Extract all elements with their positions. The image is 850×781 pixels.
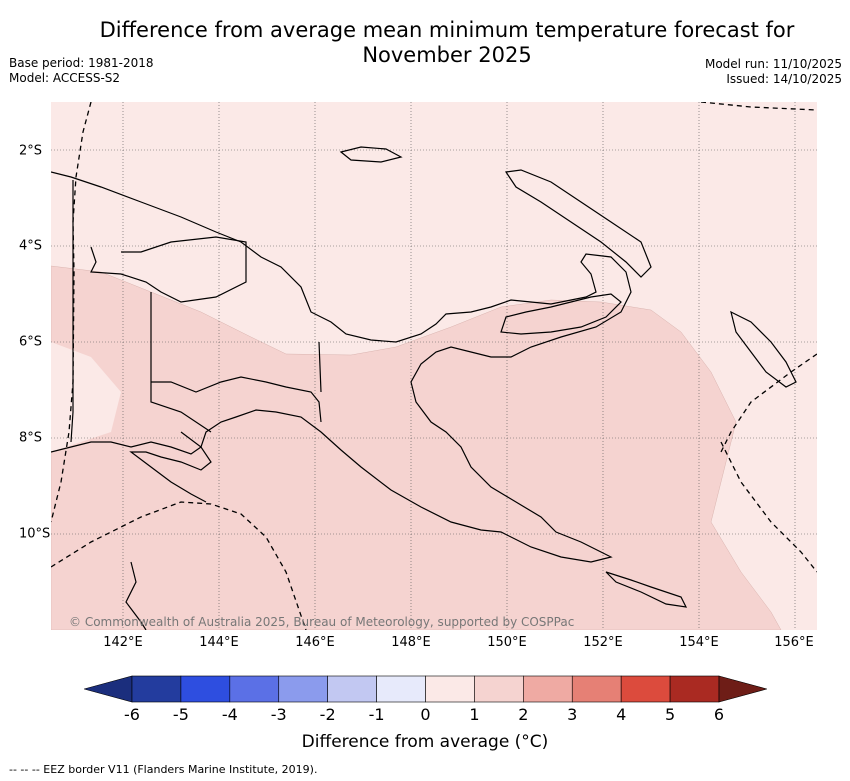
lat-tick: 10°S [19, 526, 51, 542]
colorbar-segment [376, 675, 426, 703]
lon-tick: 142°E [103, 635, 143, 650]
colorbar-tick-label: 1 [469, 705, 480, 724]
colorbar-segment [620, 675, 671, 703]
colorbar-tick-label: 2 [518, 705, 529, 724]
base-period: Base period: 1981-2018 [9, 56, 154, 70]
province-lines [90, 236, 322, 433]
lon-tick: 148°E [391, 635, 431, 650]
new-guinea-coast [51, 171, 632, 563]
lat-tick: 6°S [19, 334, 43, 350]
colorbar-tick-label: -3 [270, 705, 287, 724]
colorbar-segment [131, 675, 182, 703]
land-outlines [51, 146, 797, 630]
bougainville [730, 310, 797, 388]
eez-borders [51, 102, 817, 630]
colorbar-tick-label: 5 [664, 705, 676, 724]
manus-island [339, 146, 403, 163]
colorbar-tick-label: -2 [319, 705, 336, 724]
lon-tick: 146°E [295, 635, 335, 650]
colorbar-tick-label: 4 [616, 705, 627, 724]
map-title: Difference from average mean minimum tem… [0, 18, 850, 68]
colorbar-segment [327, 675, 377, 703]
louisiade-islands [605, 571, 688, 608]
lat-tick: 4°S [19, 238, 43, 254]
lon-tick: 150°E [487, 635, 527, 650]
lat-tick: 8°S [19, 430, 43, 446]
colorbar-tick-label: -6 [124, 705, 140, 724]
colorbar-low-extend [84, 675, 133, 703]
colorbar-tick-label: 6 [713, 705, 725, 724]
meta-right: Model run: 11/10/2025 Issued: 14/10/2025 [705, 57, 842, 87]
new-britain [500, 293, 622, 335]
colorbar-segment [180, 675, 231, 703]
colorbar-tick-label: 0 [420, 705, 431, 724]
colorbar-segment [474, 675, 524, 703]
colorbar-segment [278, 675, 328, 703]
fly-river-coast [129, 431, 212, 503]
colorbar-tick-label: -5 [172, 705, 189, 724]
eez-footnote: -- -- -- EEZ border V11 (Flanders Marine… [9, 763, 318, 776]
colorbar-tick-label: 3 [567, 705, 578, 724]
colorbar [84, 675, 767, 703]
forecast-map: © Commonwealth of Australia 2025, Bureau… [51, 102, 817, 630]
map-credit: © Commonwealth of Australia 2025, Bureau… [69, 615, 574, 629]
model-run: Model run: 11/10/2025 [704, 57, 842, 71]
colorbar-segment [229, 675, 280, 703]
lon-tick: 144°E [199, 635, 239, 650]
title-line-1: Difference from average mean minimum tem… [99, 18, 795, 42]
lat-tick: 2°S [19, 143, 43, 159]
lon-tick: 152°E [583, 635, 623, 650]
colorbar-segment [425, 675, 475, 703]
issued-date: Issued: 14/10/2025 [726, 72, 842, 86]
colorbar-segment [523, 675, 573, 703]
title-line-2: November 2025 [362, 43, 532, 67]
colorbar-segment [669, 675, 720, 703]
anomaly-region-left-patch [51, 342, 121, 452]
new-ireland [504, 169, 652, 278]
colorbar-segment [571, 675, 622, 703]
lon-tick: 156°E [774, 635, 814, 650]
model-name: Model: ACCESS-S2 [9, 71, 121, 85]
colorbar-high-extend [718, 675, 767, 703]
colorbar-title: Difference from average (°C) [301, 732, 549, 752]
anomaly-region-1-2 [51, 265, 782, 630]
colorbar-tick-label: -4 [221, 705, 238, 724]
meta-left: Base period: 1981-2018 Model: ACCESS-S2 [9, 56, 154, 86]
torres-strait [125, 561, 147, 630]
colorbar-tick-label: -1 [368, 705, 385, 724]
png-border [70, 180, 74, 443]
graticule [51, 102, 817, 630]
lon-tick: 154°E [679, 635, 719, 650]
